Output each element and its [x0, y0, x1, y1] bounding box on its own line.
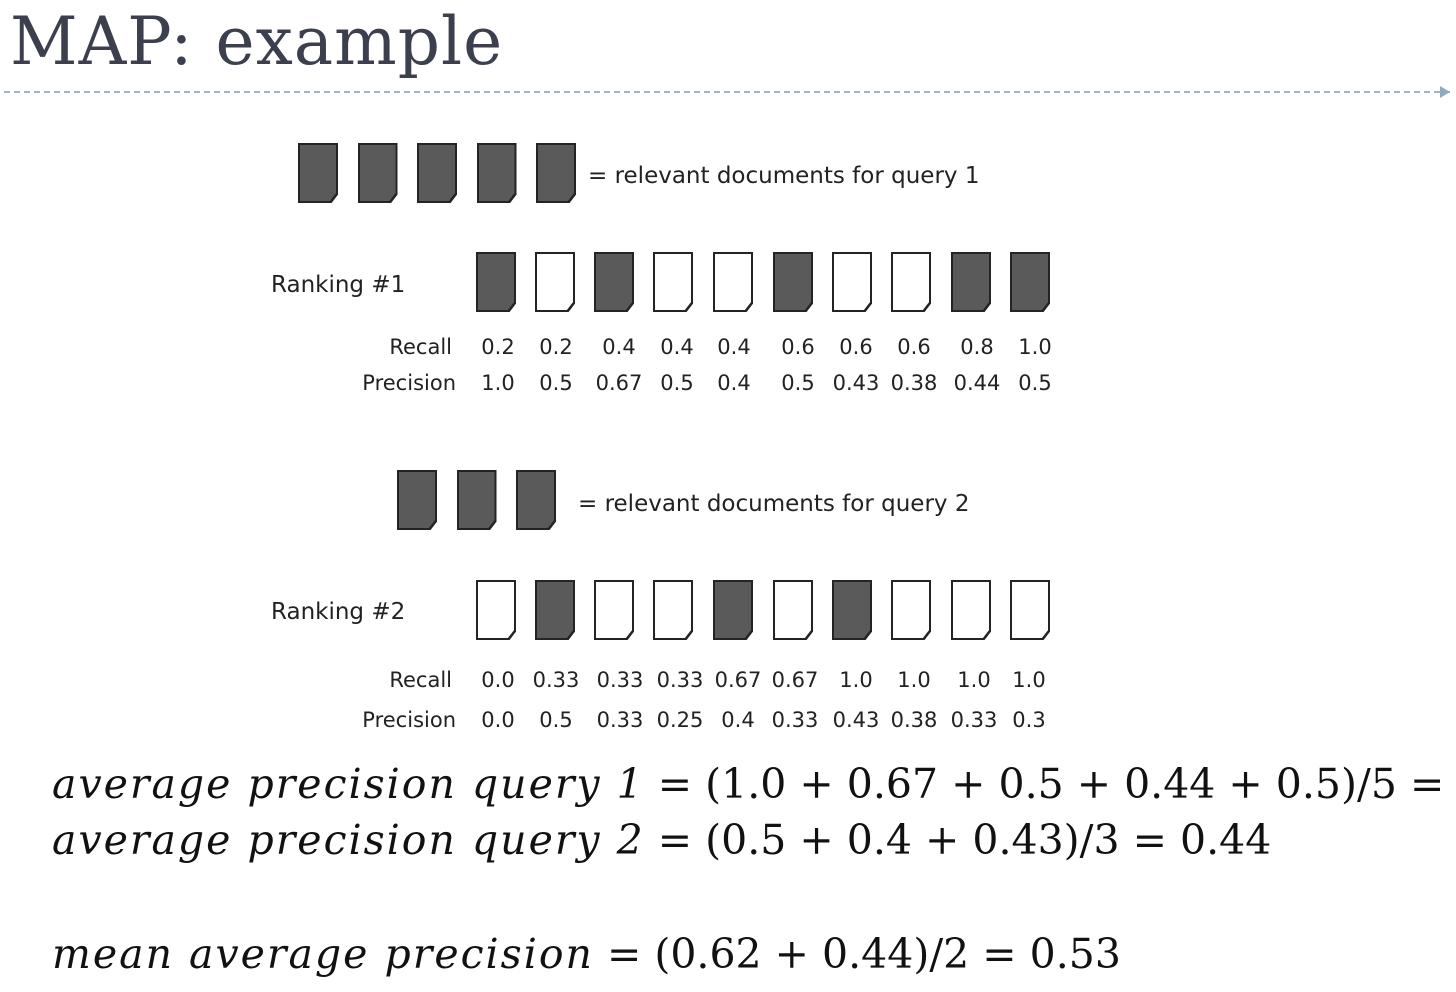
query2-recall-value: 1.0	[1012, 668, 1046, 692]
ap1-expression: = (1.0 + 0.67 + 0.5 + 0.44 + 0.5)/5 = 0.…	[657, 760, 1456, 808]
query2-nonrelevant-doc-icon	[476, 580, 516, 640]
query1-precision-value: 0.44	[953, 371, 1001, 395]
query1-precision-value: 0.5	[660, 371, 694, 395]
ranking1-recall-label: Recall	[389, 335, 452, 359]
map-expression: = (0.62 + 0.44)/2 = 0.53	[606, 930, 1121, 978]
query2-precision-value: 0.33	[771, 708, 819, 732]
query1-precision-value: 1.0	[481, 371, 515, 395]
ranking1-precision-label: Precision	[362, 371, 456, 395]
ranking2-label: Ranking #2	[271, 599, 406, 625]
query1-precision-value: 0.4	[717, 371, 751, 395]
query2-recall-value: 1.0	[897, 668, 931, 692]
query2-nonrelevant-doc-icon	[773, 580, 813, 640]
query1-recall-value: 0.4	[602, 335, 636, 359]
query1-precision-value: 0.43	[832, 371, 880, 395]
query2-legend-text: = relevant documents for query 2	[578, 491, 970, 517]
slide-title: MAP: example	[10, 3, 504, 80]
average-precision-query1: average precision query 1 = (1.0 + 0.67 …	[52, 760, 1456, 808]
query2-recall-value: 1.0	[839, 668, 873, 692]
mean-average-precision: mean average precision = (0.62 + 0.44)/2…	[52, 930, 1121, 978]
query1-precision-value: 0.38	[890, 371, 938, 395]
map-label: mean average precision	[52, 930, 594, 978]
ranking1-label: Ranking #1	[271, 272, 406, 298]
ranking2-recall-label: Recall	[389, 668, 452, 692]
query1-recall-value: 0.2	[539, 335, 573, 359]
query2-nonrelevant-doc-icon	[653, 580, 693, 640]
query1-legend-relevant-doc-icon	[298, 143, 338, 203]
query2-nonrelevant-doc-icon	[594, 580, 634, 640]
query1-relevant-doc-icon	[594, 252, 634, 312]
query1-legend-relevant-doc-icon	[357, 143, 398, 203]
ap1-label: average precision query 1	[52, 760, 645, 808]
query1-recall-value: 0.6	[897, 335, 931, 359]
query1-nonrelevant-doc-icon	[713, 252, 753, 312]
query2-legend-relevant-doc-icon	[516, 470, 556, 530]
average-precision-query2: average precision query 2 = (0.5 + 0.4 +…	[52, 816, 1271, 864]
query1-legend-relevant-doc-icon	[476, 143, 517, 203]
query2-relevant-doc-icon	[713, 580, 753, 640]
query2-recall-value: 0.0	[481, 668, 515, 692]
query2-recall-value: 0.33	[656, 668, 704, 692]
ap2-label: average precision query 2	[52, 816, 645, 864]
query1-recall-value: 0.4	[717, 335, 751, 359]
query2-precision-value: 0.38	[890, 708, 938, 732]
query1-recall-value: 1.0	[1018, 335, 1052, 359]
query1-nonrelevant-doc-icon	[891, 252, 931, 312]
query1-precision-value: 0.67	[595, 371, 643, 395]
query2-recall-value: 1.0	[957, 668, 991, 692]
query1-nonrelevant-doc-icon	[832, 252, 872, 312]
query2-precision-value: 0.3	[1012, 708, 1046, 732]
query1-legend-text: = relevant documents for query 1	[588, 163, 980, 189]
query2-recall-value: 0.67	[714, 668, 762, 692]
query1-recall-value: 0.6	[781, 335, 815, 359]
query2-precision-value: 0.43	[832, 708, 880, 732]
query2-precision-value: 0.25	[656, 708, 704, 732]
query1-recall-value: 0.6	[839, 335, 873, 359]
query1-precision-value: 0.5	[1018, 371, 1052, 395]
query1-recall-value: 0.8	[960, 335, 994, 359]
query2-precision-value: 0.5	[539, 708, 573, 732]
query2-legend-relevant-doc-icon	[397, 470, 437, 530]
query2-precision-value: 0.33	[950, 708, 998, 732]
ranking2-precision-label: Precision	[362, 708, 456, 732]
query2-precision-value: 0.33	[596, 708, 644, 732]
slide-bullet-arrow-icon	[1440, 86, 1450, 98]
query2-legend-relevant-doc-icon	[456, 470, 497, 530]
query1-relevant-doc-icon	[951, 252, 991, 312]
query1-nonrelevant-doc-icon	[535, 252, 575, 312]
query2-relevant-doc-icon	[832, 580, 872, 640]
query2-recall-value: 0.33	[532, 668, 580, 692]
query1-recall-value: 0.4	[660, 335, 694, 359]
query2-nonrelevant-doc-icon	[951, 580, 991, 640]
query1-relevant-doc-icon	[773, 252, 813, 312]
query1-relevant-doc-icon	[1010, 252, 1050, 312]
query2-relevant-doc-icon	[535, 580, 575, 640]
title-divider	[4, 91, 1450, 93]
query2-recall-value: 0.67	[771, 668, 819, 692]
query1-relevant-doc-icon	[476, 252, 516, 312]
query1-legend-relevant-doc-icon	[536, 143, 576, 203]
query1-precision-value: 0.5	[781, 371, 815, 395]
query1-legend-relevant-doc-icon	[417, 143, 457, 203]
query1-recall-value: 0.2	[481, 335, 515, 359]
query2-nonrelevant-doc-icon	[1010, 580, 1050, 640]
query2-precision-value: 0.0	[481, 708, 515, 732]
query1-precision-value: 0.5	[539, 371, 573, 395]
ap2-expression: = (0.5 + 0.4 + 0.43)/3 = 0.44	[657, 816, 1272, 864]
query1-nonrelevant-doc-icon	[653, 252, 693, 312]
query2-recall-value: 0.33	[596, 668, 644, 692]
query2-nonrelevant-doc-icon	[891, 580, 931, 640]
query2-precision-value: 0.4	[721, 708, 755, 732]
